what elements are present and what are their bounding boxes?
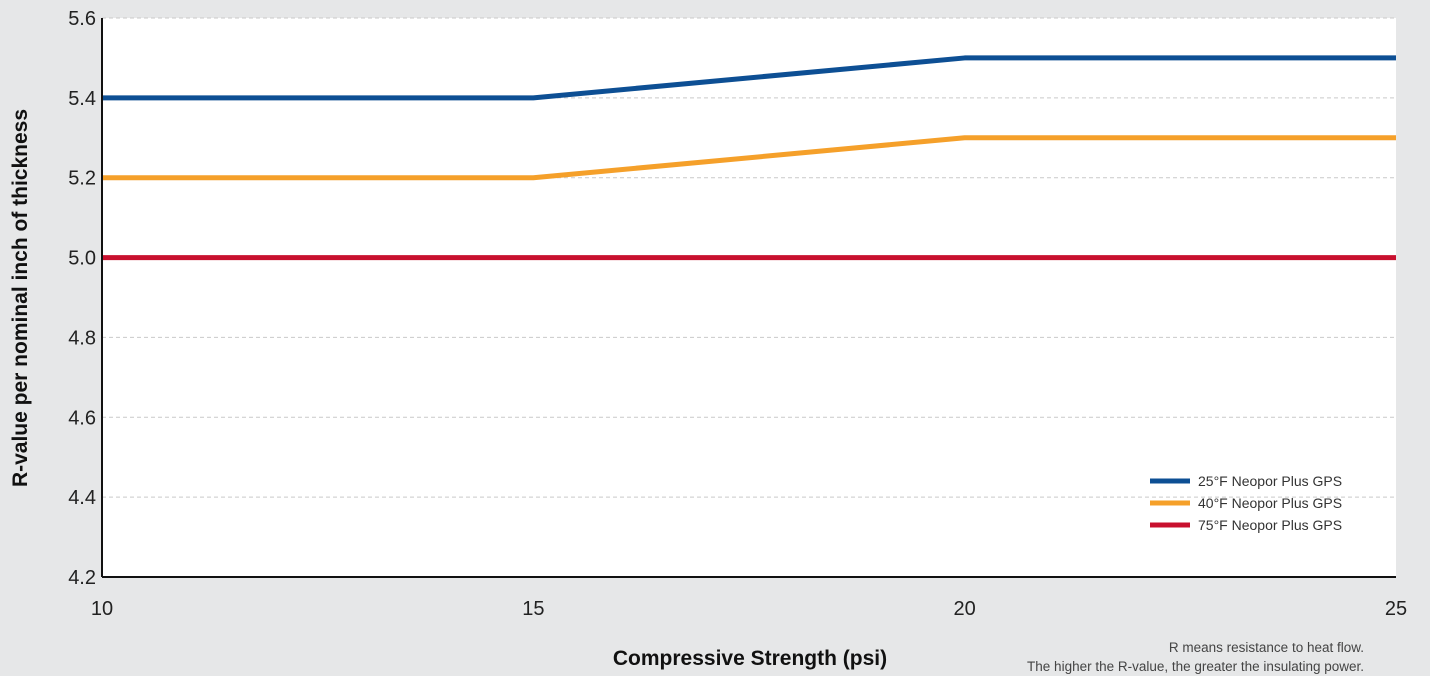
footnote: R means resistance to heat flow. The hig… bbox=[664, 638, 1364, 676]
footnote-line-2: The higher the R-value, the greater the … bbox=[1027, 659, 1364, 674]
x-tick-labels: 10 15 20 25 bbox=[91, 598, 1407, 620]
y-tick-labels: 4.2 4.4 4.6 4.8 5.0 5.2 5.4 5.6 bbox=[68, 8, 96, 589]
y-tick-label-3: 4.8 bbox=[68, 327, 96, 349]
y-tick-label-4: 5.0 bbox=[68, 248, 96, 270]
series-lines bbox=[102, 55, 1396, 261]
x-tick-label-0: 10 bbox=[91, 598, 113, 620]
plot-area bbox=[102, 18, 1396, 577]
y-axis-title: R-value per nominal inch of thickness bbox=[9, 109, 32, 487]
x-tick-label-3: 25 bbox=[1385, 598, 1407, 620]
y-tick-label-0: 4.2 bbox=[68, 567, 96, 589]
footnote-line-1: R means resistance to heat flow. bbox=[1168, 640, 1364, 655]
legend-label-2: 40°F Neopor Plus GPS bbox=[1198, 495, 1342, 511]
legend: 25°F Neopor Plus GPS 40°F Neopor Plus GPS… bbox=[1150, 473, 1342, 533]
series-line-1 bbox=[102, 55, 1396, 101]
series-line-2 bbox=[102, 135, 1396, 181]
y-tick-label-6: 5.4 bbox=[68, 88, 96, 110]
y-tick-label-2: 4.6 bbox=[68, 407, 96, 429]
y-tick-label-5: 5.2 bbox=[68, 168, 96, 190]
legend-label-3: 75°F Neopor Plus GPS bbox=[1198, 517, 1342, 533]
legend-label-1: 25°F Neopor Plus GPS bbox=[1198, 473, 1342, 489]
y-tick-label-7: 5.6 bbox=[68, 8, 96, 30]
x-axis-title: Compressive Strength (psi) bbox=[613, 647, 887, 670]
x-tick-label-2: 20 bbox=[954, 598, 976, 620]
y-tick-label-1: 4.4 bbox=[68, 487, 96, 509]
x-tick-label-1: 15 bbox=[522, 598, 544, 620]
